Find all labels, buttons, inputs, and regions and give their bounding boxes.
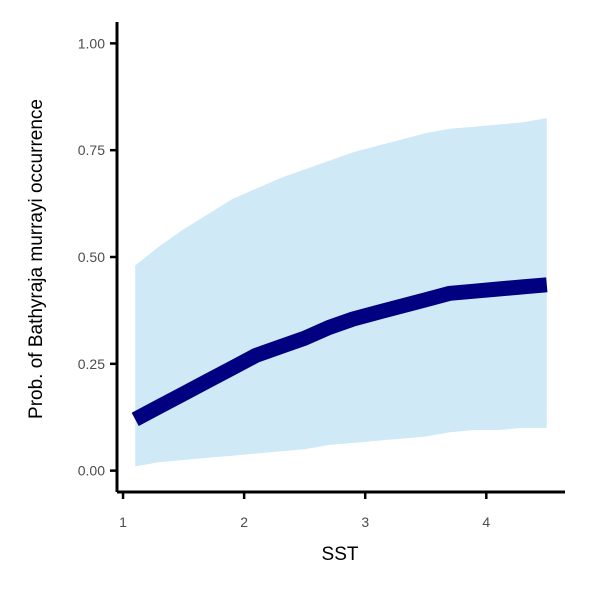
confidence-ribbon (135, 118, 547, 467)
x-tick-label: 2 (240, 514, 248, 530)
y-tick-label: 1.00 (78, 35, 105, 51)
y-tick-label: 0.75 (78, 142, 105, 158)
y-axis-title: Prob. of Bathyraja murrayi occurrence (26, 99, 47, 419)
x-axis-title: SST (322, 544, 359, 565)
x-tick-label: 3 (361, 514, 369, 530)
x-tick-label: 4 (482, 514, 490, 530)
x-ticks-layer: 1 2 3 4 (119, 492, 490, 530)
fitted-probability-line (131, 277, 548, 427)
x-tick-label: 1 (119, 514, 127, 530)
line-layer (131, 277, 548, 427)
y-tick-label: 0.00 (78, 463, 105, 479)
y-ticks-layer: 0.00 0.25 0.50 0.75 1.00 (78, 35, 117, 479)
y-tick-label: 0.25 (78, 356, 105, 372)
confidence-ribbon-layer (135, 118, 547, 467)
y-tick-label: 0.50 (78, 249, 105, 265)
